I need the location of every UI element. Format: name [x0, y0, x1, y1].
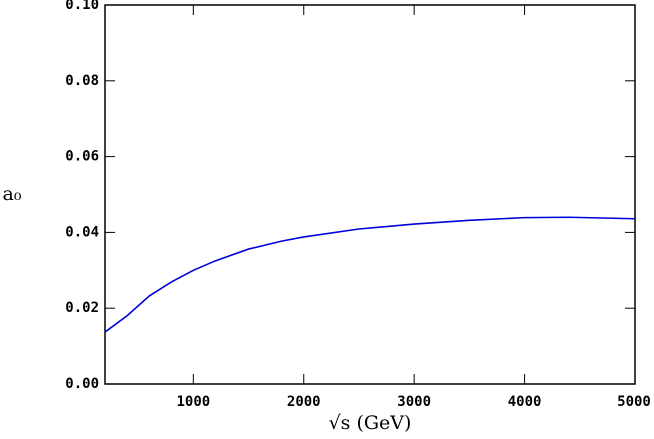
y-tick-label: 0.04 — [65, 224, 99, 240]
plot-frame — [104, 4, 636, 385]
y-axis-label: a₀ — [3, 183, 22, 205]
y-tick-label: 0.02 — [65, 300, 99, 316]
x-tick-label: 5000 — [617, 394, 651, 410]
data-line — [104, 216, 636, 333]
x-tick-label: 1000 — [176, 394, 210, 410]
y-tick-label: 0.10 — [65, 0, 99, 13]
x-axis-label: √s (GeV) — [329, 412, 412, 434]
x-tick-label: 3000 — [397, 394, 431, 410]
y-tick-label: 0.06 — [65, 149, 99, 165]
x-tick-label: 4000 — [508, 394, 542, 410]
x-tick-label: 2000 — [287, 394, 321, 410]
y-tick-label: 0.00 — [65, 376, 99, 392]
y-tick-label: 0.08 — [65, 73, 99, 89]
